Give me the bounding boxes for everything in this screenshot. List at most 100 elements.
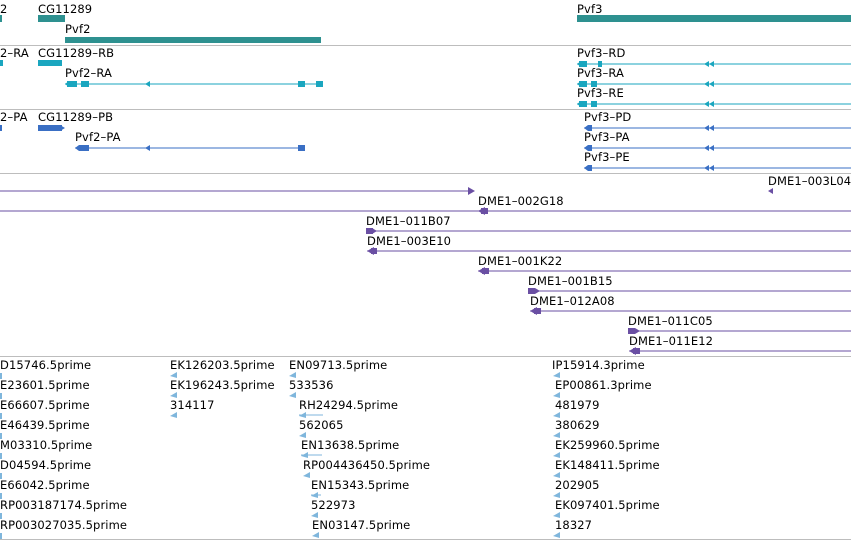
protein-direction-arrow[interactable]	[704, 125, 709, 131]
transcript-label[interactable]: Pvf3–RD	[577, 46, 626, 60]
est-label[interactable]: EK259960.5prime	[555, 438, 660, 452]
est-feature[interactable]	[170, 412, 177, 418]
protein-feature[interactable]	[38, 125, 50, 131]
est-feature[interactable]	[312, 532, 319, 538]
gene-feature[interactable]	[0, 15, 2, 22]
est-feature[interactable]	[553, 472, 560, 478]
transcript-exon[interactable]	[591, 81, 597, 87]
protein-label[interactable]: Pvf2–PA	[75, 130, 121, 144]
protein-direction-arrow[interactable]	[60, 125, 65, 131]
transcript-exon[interactable]	[579, 101, 587, 107]
gene-label[interactable]: Pvf3	[577, 2, 603, 16]
est-label[interactable]: 562065	[299, 418, 344, 432]
est-feature[interactable]	[553, 532, 560, 538]
est-feature[interactable]	[553, 432, 560, 438]
transcript-exon[interactable]	[591, 101, 597, 107]
clone-label[interactable]: DME1–002G18	[478, 194, 564, 208]
transcript-direction-arrow[interactable]	[577, 101, 581, 107]
protein-feature[interactable]	[588, 125, 592, 131]
protein-label[interactable]: Pvf3–PE	[584, 150, 630, 164]
clone-direction-arrow[interactable]	[768, 188, 773, 194]
protein-direction-arrow[interactable]	[584, 125, 588, 131]
protein-direction-arrow[interactable]	[709, 165, 714, 171]
est-feature[interactable]	[0, 453, 2, 459]
clone-label[interactable]: DME1–001B15	[528, 274, 613, 288]
est-feature[interactable]	[553, 512, 560, 518]
transcript-direction-arrow[interactable]	[55, 60, 60, 66]
est-feature[interactable]	[0, 513, 2, 519]
transcript-exon[interactable]	[67, 81, 77, 87]
clone-direction-arrow[interactable]	[468, 187, 475, 195]
protein-feature[interactable]	[79, 145, 89, 151]
transcript-direction-arrow[interactable]	[145, 81, 150, 87]
protein-feature[interactable]	[298, 145, 305, 151]
protein-feature[interactable]	[0, 125, 2, 131]
est-label[interactable]: EN03147.5prime	[312, 518, 411, 532]
est-feature[interactable]	[0, 433, 2, 439]
est-label[interactable]: EK097401.5prime	[555, 498, 660, 512]
transcript-exon[interactable]	[579, 61, 587, 67]
est-feature[interactable]	[553, 392, 560, 398]
clone-end[interactable]	[481, 208, 488, 214]
transcript-label[interactable]: Pvf2–RA	[65, 66, 112, 80]
est-label[interactable]: 522973	[311, 498, 356, 512]
clone-label[interactable]: DME1–011B07	[366, 214, 451, 228]
est-label[interactable]: 380629	[555, 418, 600, 432]
transcript-direction-arrow[interactable]	[709, 81, 714, 87]
est-feature[interactable]	[301, 452, 308, 458]
est-feature[interactable]	[553, 372, 560, 378]
gene-feature[interactable]	[38, 15, 65, 22]
transcript-direction-arrow[interactable]	[709, 61, 714, 67]
est-feature[interactable]	[170, 372, 177, 378]
est-label[interactable]: 314117	[170, 398, 215, 412]
est-label[interactable]: D15746.5prime	[0, 358, 92, 372]
est-label[interactable]: E46439.5prime	[0, 418, 90, 432]
clone-end[interactable]	[633, 348, 640, 354]
protein-direction-arrow[interactable]	[75, 145, 79, 151]
est-label[interactable]: IP15914.3prime	[552, 358, 645, 372]
est-label[interactable]: M03310.5prime	[0, 438, 93, 452]
protein-feature[interactable]	[588, 145, 592, 151]
clone-label[interactable]: DME1–001K22	[478, 254, 563, 268]
transcript-exon[interactable]	[298, 81, 305, 87]
est-label[interactable]: 202905	[555, 478, 600, 492]
clone-end[interactable]	[528, 288, 535, 294]
est-label[interactable]: 533536	[289, 378, 334, 392]
protein-direction-arrow[interactable]	[704, 165, 709, 171]
protein-label[interactable]: CG11289–PB	[38, 110, 114, 124]
transcript-exon[interactable]	[0, 60, 3, 66]
est-feature[interactable]	[0, 413, 2, 419]
protein-feature[interactable]	[588, 165, 592, 171]
clone-label[interactable]: DME1–003E10	[367, 234, 452, 248]
transcript-label[interactable]: Pvf3–RA	[577, 66, 624, 80]
est-feature[interactable]	[299, 432, 306, 438]
est-feature[interactable]	[0, 373, 2, 379]
est-label[interactable]: 18327	[555, 518, 593, 532]
est-label[interactable]: EN15343.5prime	[311, 478, 410, 492]
est-label[interactable]: EK148411.5prime	[555, 458, 660, 472]
transcript-exon[interactable]	[579, 81, 587, 87]
est-label[interactable]: EK126203.5prime	[170, 358, 275, 372]
est-feature[interactable]	[553, 412, 560, 418]
clone-end[interactable]	[366, 228, 373, 234]
protein-label[interactable]: Pvf3–PA	[584, 130, 630, 144]
transcript-direction-arrow[interactable]	[577, 61, 581, 67]
gene-label[interactable]: Pvf2	[65, 22, 91, 36]
transcript-direction-arrow[interactable]	[704, 61, 709, 67]
transcript-direction-arrow[interactable]	[704, 81, 709, 87]
transcript-label[interactable]: 2–RA	[0, 46, 29, 60]
est-feature[interactable]	[299, 412, 306, 418]
est-label[interactable]: D04594.5prime	[0, 458, 92, 472]
clone-label[interactable]: DME1–011E12	[629, 334, 714, 348]
protein-direction-arrow[interactable]	[584, 165, 588, 171]
est-feature[interactable]	[0, 473, 2, 479]
est-label[interactable]: RH24294.5prime	[299, 398, 399, 412]
gene-label[interactable]: CG11289	[38, 2, 93, 16]
est-feature[interactable]	[170, 392, 177, 398]
transcript-label[interactable]: Pvf3–RE	[577, 86, 624, 100]
clone-end[interactable]	[628, 328, 635, 334]
clone-direction-arrow[interactable]	[372, 228, 377, 234]
clone-label[interactable]: DME1–012A08	[530, 294, 615, 308]
est-feature[interactable]	[311, 492, 318, 498]
est-label[interactable]: E66607.5prime	[0, 398, 90, 412]
